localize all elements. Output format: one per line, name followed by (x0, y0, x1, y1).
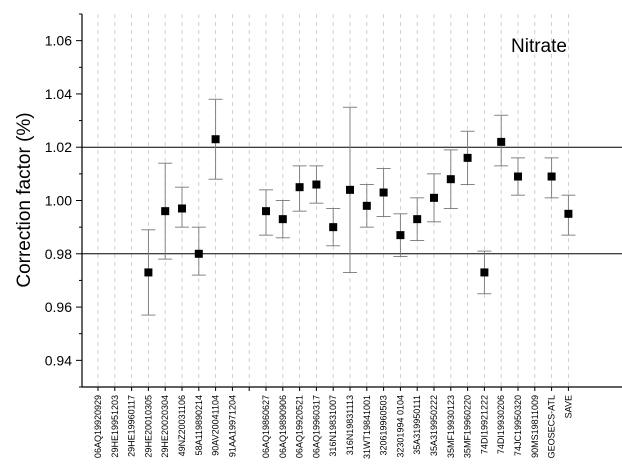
data-point (262, 207, 270, 216)
x-tick-label: 316N19831007 (328, 395, 338, 457)
data-points (144, 135, 573, 277)
x-tick-label: GEOSECS-ATL (547, 395, 557, 458)
data-point (547, 172, 556, 181)
x-tick-label: 74JC19950320 (513, 395, 523, 456)
data-point (514, 172, 522, 181)
data-point (211, 135, 220, 144)
reference-lines (82, 146, 622, 255)
data-point (446, 175, 455, 184)
x-tick-label: SAVE (563, 395, 573, 418)
x-tick-label: 74DI19921222 (479, 395, 489, 454)
data-point (144, 268, 153, 277)
data-point (564, 209, 573, 218)
x-tick-label: 35A319950111 (412, 395, 422, 455)
y-tick-label: 1.02 (45, 139, 72, 155)
data-point (278, 215, 287, 224)
data-point (430, 193, 438, 202)
y-tick-label: 0.96 (45, 299, 72, 315)
x-tick-label: 06AQ19960317 (311, 395, 321, 458)
x-tick-label: 58A119890214 (194, 395, 204, 455)
x-tick-label: 31WT19841001 (362, 395, 372, 459)
x-tick-label: 06AQ19920521 (295, 395, 305, 458)
data-point (413, 215, 422, 224)
x-tick-label: 29HE20010305 (143, 395, 153, 458)
x-tick-label: 32301994 0104 (395, 395, 405, 458)
x-tick-label: 06AQ19920929 (93, 395, 103, 458)
tick-labels: 0.94 0.96 0.98 1.00 1.02 1.04 1.06 06AQ19920929… (45, 33, 574, 459)
data-point (379, 188, 388, 197)
data-point (295, 183, 304, 192)
data-point (161, 207, 170, 216)
data-point (312, 180, 321, 189)
y-tick-label: 1.06 (45, 33, 72, 49)
x-tick-label: 316N19831113 (345, 395, 355, 455)
x-tick-label: 90AV20041104 (211, 395, 221, 456)
x-tick-label: 49NZ20031106 (177, 395, 187, 456)
data-point (463, 153, 472, 162)
x-tick-label: 06AQ19890906 (278, 395, 288, 458)
x-tick-label: 06AQ19860627 (261, 395, 271, 458)
x-tick-label: 35A319950222 (429, 395, 439, 456)
x-tick-label: 91AA19971204 (227, 395, 237, 457)
x-tick-label: 29HE19960117 (127, 395, 137, 457)
y-tick-label: 1.04 (45, 86, 72, 102)
data-point (178, 204, 186, 213)
x-tick-label: 90MS19811009 (530, 395, 540, 458)
x-tick-label: 29HE20020304 (160, 395, 170, 458)
data-point (497, 137, 506, 146)
data-point (194, 249, 203, 258)
data-point (396, 231, 405, 240)
data-point (480, 268, 489, 277)
x-tick-label: 35MF19960220 (463, 395, 473, 458)
data-point (362, 201, 371, 210)
y-tick-label: 0.98 (45, 246, 72, 262)
axes (76, 13, 622, 391)
data-point (329, 223, 338, 232)
data-point (346, 185, 354, 194)
x-tick-label: 29HE19951203 (110, 395, 120, 458)
chart-annotation: Nitrate (511, 36, 567, 57)
y-tick-label: 0.94 (45, 352, 72, 368)
x-tick-label: 32061996050З (379, 395, 389, 456)
x-tick-label: 74DI19930206 (496, 395, 506, 454)
y-tick-label: 1.00 (45, 193, 72, 209)
x-tick-label: 35MF19930123 (446, 395, 456, 458)
y-axis-title: Correction factor (%) (14, 112, 35, 287)
